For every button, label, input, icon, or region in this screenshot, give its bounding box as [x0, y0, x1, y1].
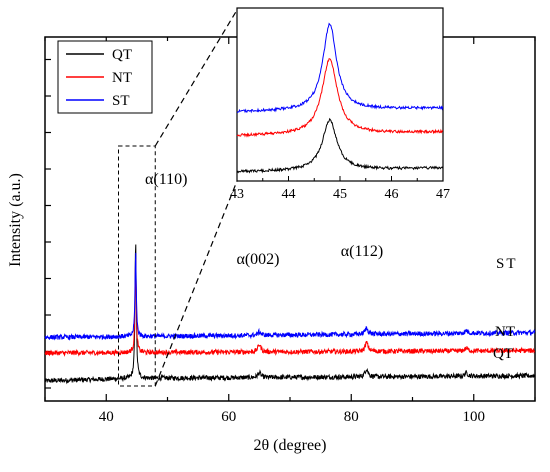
- inset-chart: 43 44 45 46 47: [230, 7, 450, 202]
- inset-x-tick-label: 46: [385, 187, 399, 202]
- series-line-st: [44, 252, 536, 341]
- x-tick-label: 100: [463, 409, 486, 425]
- peak-label: α(112): [341, 243, 383, 260]
- legend-entry-st: ST: [112, 93, 130, 109]
- legend-entry-nt: NT: [112, 70, 132, 86]
- x-axis-label: 2θ (degree): [254, 437, 327, 454]
- zoom-connector-line: [154, 180, 238, 387]
- y-axis-label: Intensity (a.u.): [7, 173, 24, 267]
- x-tick-label: 80: [344, 409, 359, 425]
- peak-label: α(002): [236, 251, 279, 268]
- inset-series-lines: [236, 22, 444, 174]
- inset-x-tick-label: 45: [333, 187, 347, 202]
- y-axis-ticks: [45, 58, 51, 389]
- inset-x-axis-ticks: 43 44 45 46 47: [230, 176, 450, 202]
- legend: QT NT ST: [57, 40, 153, 114]
- inset-x-tick-label: 43: [230, 187, 244, 202]
- inset-x-tick-label: 44: [282, 187, 296, 202]
- inset-frame: [236, 7, 444, 182]
- inset-x-tick-label: 47: [436, 187, 450, 202]
- series-line-qt: [44, 244, 536, 385]
- inset-series-line-qt: [236, 117, 444, 174]
- x-tick-label: 40: [99, 409, 114, 425]
- zoom-region-box: [118, 145, 156, 387]
- peak-label: α(110): [145, 171, 187, 188]
- series-label-nt: NT: [495, 324, 515, 340]
- legend-entry-qt: QT: [112, 47, 132, 63]
- zoom-connector-line: [154, 9, 238, 147]
- inset-series-line-nt: [236, 58, 444, 138]
- series-line-nt: [44, 258, 536, 357]
- series-label-st: ST: [496, 256, 518, 272]
- x-tick-label: 60: [221, 409, 236, 425]
- inset-series-line-st: [236, 22, 444, 114]
- series-lines: [44, 244, 536, 385]
- series-label-qt: QT: [493, 346, 513, 362]
